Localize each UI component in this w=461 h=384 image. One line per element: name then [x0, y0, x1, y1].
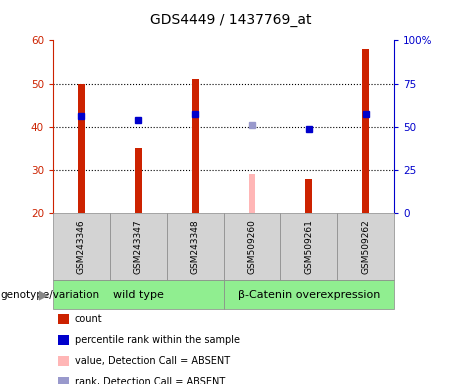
Text: GSM509262: GSM509262 — [361, 219, 370, 274]
Text: rank, Detection Call = ABSENT: rank, Detection Call = ABSENT — [75, 377, 225, 384]
Bar — [78, 84, 85, 213]
Bar — [192, 79, 199, 213]
Text: percentile rank within the sample: percentile rank within the sample — [75, 335, 240, 345]
Text: GSM509260: GSM509260 — [248, 219, 256, 274]
Text: genotype/variation: genotype/variation — [0, 290, 99, 300]
Bar — [248, 174, 255, 213]
Text: GSM243346: GSM243346 — [77, 219, 86, 274]
Bar — [306, 179, 312, 213]
Text: wild type: wild type — [113, 290, 164, 300]
Text: value, Detection Call = ABSENT: value, Detection Call = ABSENT — [75, 356, 230, 366]
Text: ▶: ▶ — [39, 288, 48, 301]
Text: GSM243348: GSM243348 — [191, 219, 200, 274]
Text: GDS4449 / 1437769_at: GDS4449 / 1437769_at — [150, 13, 311, 27]
Text: GSM243347: GSM243347 — [134, 219, 143, 274]
Bar — [362, 49, 369, 213]
Bar — [135, 148, 142, 213]
Text: GSM509261: GSM509261 — [304, 219, 313, 274]
Text: count: count — [75, 314, 102, 324]
Text: β-Catenin overexpression: β-Catenin overexpression — [238, 290, 380, 300]
